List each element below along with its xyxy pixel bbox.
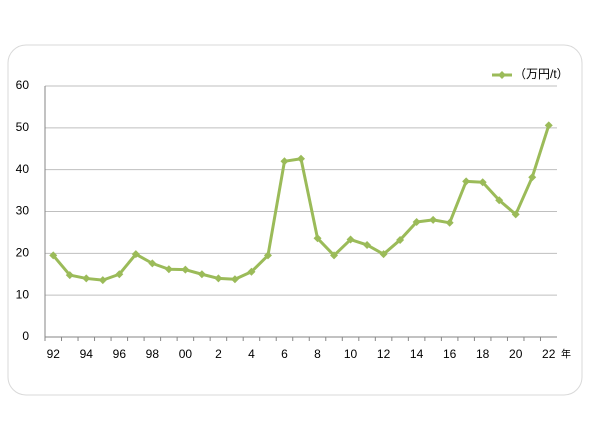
data-point: [363, 240, 372, 249]
y-tick-label: 40: [16, 162, 30, 176]
data-point: [297, 154, 305, 163]
x-unit-label: 年: [561, 348, 571, 361]
y-tick-label: 0: [22, 329, 29, 343]
x-tick-label: 18: [476, 347, 490, 361]
y-tick-label: 60: [16, 78, 30, 92]
data-point: [230, 275, 239, 284]
data-point: [214, 274, 223, 283]
data-point: [247, 267, 256, 276]
x-tick-label: 4: [248, 347, 255, 361]
data-point: [115, 270, 124, 279]
data-point: [429, 215, 438, 224]
x-tick-label: 22: [542, 347, 556, 361]
data-point: [495, 196, 504, 205]
x-tick-label: 96: [113, 347, 127, 361]
y-tick-label: 20: [16, 246, 30, 260]
data-point: [197, 270, 206, 279]
y-tick-label: 50: [16, 120, 30, 134]
data-point: [65, 271, 74, 280]
x-tick-label: 12: [377, 347, 391, 361]
chart-frame: [7, 44, 583, 396]
data-point: [313, 234, 322, 243]
data-point: [263, 251, 272, 260]
data-point: [445, 218, 454, 227]
x-tick-label: 10: [344, 347, 358, 361]
data-point: [98, 276, 107, 285]
data-point: [131, 250, 140, 259]
data-point: [528, 173, 537, 182]
x-tick-label: 98: [146, 347, 160, 361]
data-point: [164, 265, 173, 274]
data-point: [462, 177, 471, 186]
data-point: [280, 157, 289, 166]
data-point: [49, 251, 58, 260]
y-tick-label: 30: [16, 204, 30, 218]
data-point: [148, 259, 157, 268]
legend-marker: [498, 71, 506, 79]
x-tick-label: 00: [179, 347, 193, 361]
x-tick-label: 14: [410, 347, 424, 361]
data-point: [181, 265, 190, 274]
data-point: [396, 235, 405, 244]
x-tick-label: 20: [509, 347, 523, 361]
data-point: [346, 235, 355, 244]
data-point: [330, 251, 339, 260]
data-point: [379, 250, 388, 259]
data-point: [82, 274, 91, 283]
data-point: [478, 178, 487, 187]
x-tick-label: 16: [443, 347, 457, 361]
x-tick-label: 8: [314, 347, 321, 361]
x-tick-label: 92: [47, 347, 61, 361]
data-point: [511, 210, 520, 219]
x-tick-label: 94: [80, 347, 94, 361]
data-point: [544, 121, 553, 130]
x-tick-label: 6: [281, 347, 288, 361]
data-point: [412, 217, 421, 226]
x-tick-label: 2: [215, 347, 222, 361]
y-tick-label: 10: [16, 287, 30, 301]
legend-label: （万円/t）: [514, 67, 569, 81]
